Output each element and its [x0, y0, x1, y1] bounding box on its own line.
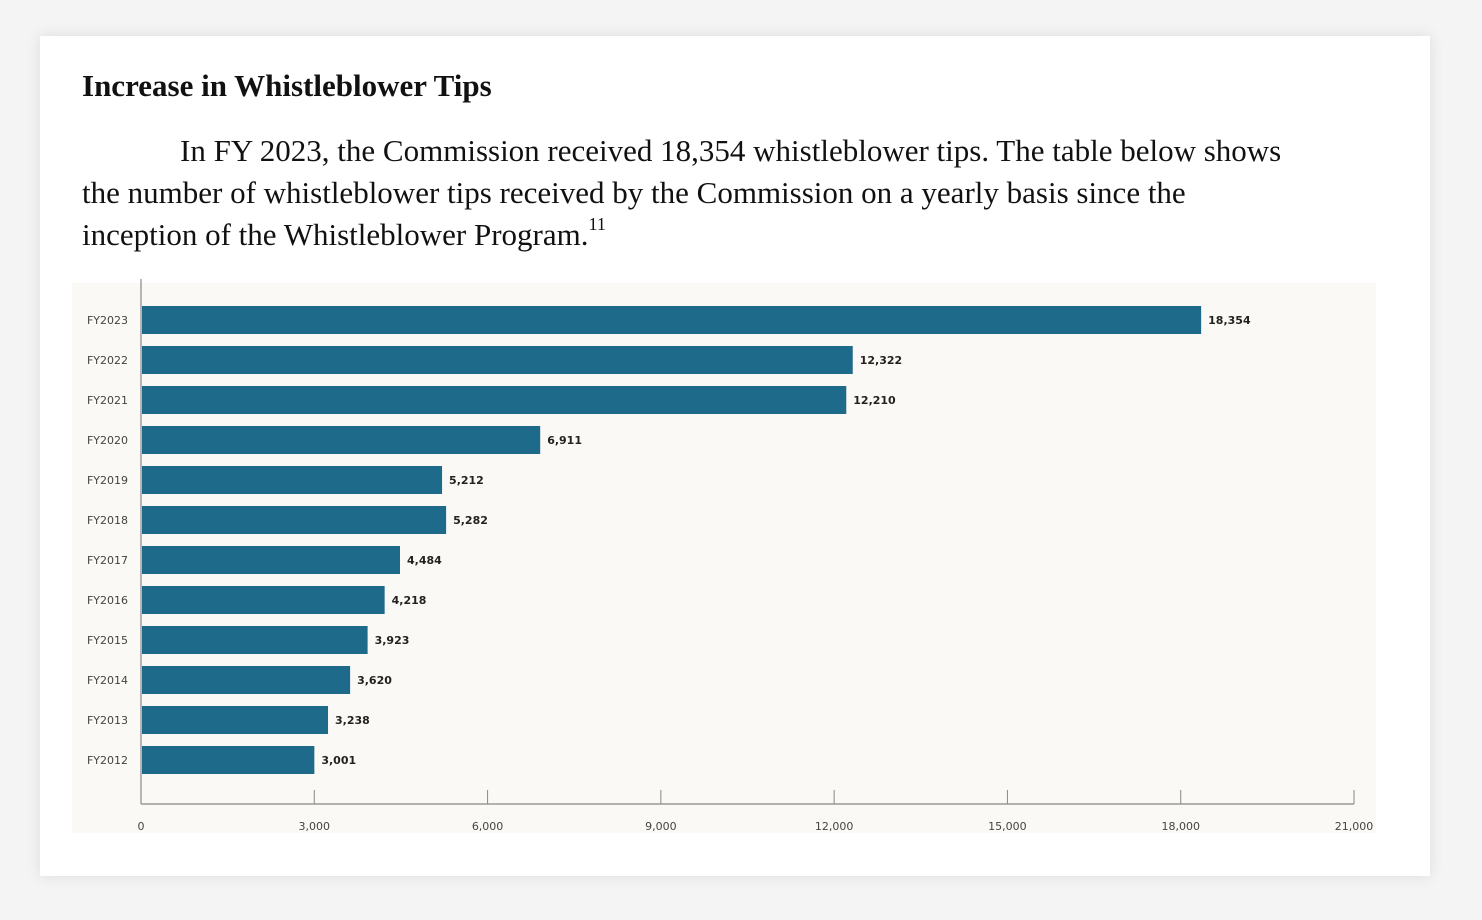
category-label: FY2020	[87, 434, 128, 447]
value-label: 3,923	[375, 634, 410, 647]
category-label: FY2022	[87, 354, 128, 367]
value-label: 18,354	[1208, 314, 1251, 327]
category-label: FY2023	[87, 314, 128, 327]
section-heading: Increase in Whistleblower Tips	[82, 68, 492, 103]
category-label: FY2014	[87, 674, 128, 687]
value-label: 3,001	[321, 754, 356, 767]
value-label: 12,322	[860, 354, 902, 367]
bar	[142, 426, 541, 454]
paragraph-line-3: inception of the Whistleblower Program.1…	[82, 214, 1382, 256]
paragraph-line-2: the number of whistleblower tips receive…	[82, 175, 1186, 210]
bar	[142, 306, 1202, 334]
value-label: 5,282	[453, 514, 488, 527]
bar	[142, 466, 443, 494]
x-tick-label: 3,000	[299, 820, 331, 833]
value-label: 4,218	[392, 594, 427, 607]
bar	[142, 666, 351, 694]
bar	[142, 506, 447, 534]
bar	[142, 706, 329, 734]
value-label: 3,620	[357, 674, 392, 687]
x-tick-label: 12,000	[815, 820, 854, 833]
value-label: 6,911	[547, 434, 582, 447]
x-tick-label: 18,000	[1161, 820, 1200, 833]
bar	[142, 586, 385, 614]
footnote-marker: 11	[588, 213, 606, 234]
value-label: 5,212	[449, 474, 484, 487]
x-tick-label: 21,000	[1335, 820, 1374, 833]
intro-paragraph: In FY 2023, the Commission received 18,3…	[82, 130, 1382, 256]
category-label: FY2015	[87, 634, 128, 647]
value-label: 3,238	[335, 714, 370, 727]
bar	[142, 346, 853, 374]
value-label: 4,484	[407, 554, 442, 567]
paragraph-line-1: In FY 2023, the Commission received 18,3…	[180, 133, 1282, 168]
category-label: FY2012	[87, 754, 128, 767]
bar	[142, 546, 401, 574]
bar	[142, 626, 368, 654]
x-tick-label: 0	[138, 820, 145, 833]
category-label: FY2016	[87, 594, 128, 607]
category-label: FY2019	[87, 474, 128, 487]
paragraph-line-3-text: inception of the Whistleblower Program.	[82, 217, 589, 252]
bar	[142, 386, 847, 414]
document-card: Increase in Whistleblower Tips In FY 202…	[40, 36, 1430, 876]
category-label: FY2018	[87, 514, 128, 527]
bar-chart: 0 3,000 6,000 9,000 12,000 15,000 18,000 21,000…	[87, 279, 1374, 833]
x-tick-label: 9,000	[645, 820, 677, 833]
bar	[142, 746, 315, 774]
category-label: FY2017	[87, 554, 128, 567]
value-label: 12,210	[853, 394, 896, 407]
category-label: FY2021	[87, 394, 128, 407]
x-tick-label: 6,000	[472, 820, 504, 833]
x-tick-label: 15,000	[988, 820, 1027, 833]
category-label: FY2013	[87, 714, 128, 727]
